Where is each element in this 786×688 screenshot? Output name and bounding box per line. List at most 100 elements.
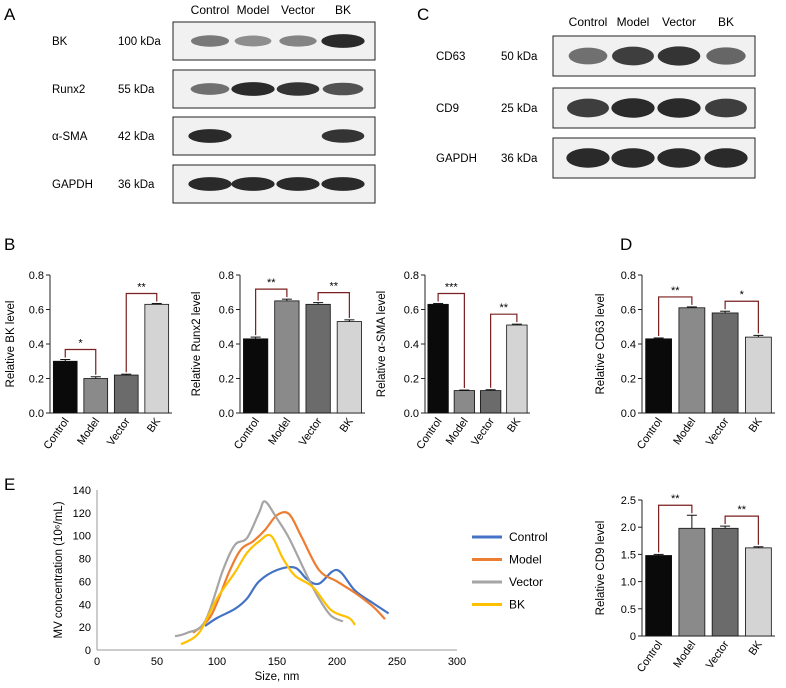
- blot-band: [276, 82, 320, 96]
- bar: [745, 336, 772, 414]
- lane-label: BK: [335, 3, 351, 17]
- blot-band: [322, 82, 364, 96]
- y-tick-label: 0.2: [621, 374, 636, 386]
- y-tick-label: 0.2: [29, 374, 44, 386]
- significance-label: *: [78, 338, 83, 350]
- bar: [506, 324, 528, 414]
- bar: [711, 312, 739, 414]
- lane-label: Control: [191, 3, 230, 17]
- significance-label: **: [499, 302, 508, 314]
- series-line-control: [204, 566, 390, 627]
- bar: [678, 527, 706, 637]
- y-tick-label: 0.8: [621, 270, 636, 282]
- blot-band: [279, 35, 317, 47]
- x-tick-label: 50: [151, 656, 163, 668]
- kda-label: 50 kDa: [501, 51, 538, 63]
- y-tick-label: 0: [630, 631, 636, 643]
- x-tick-label: Model: [671, 416, 698, 447]
- x-tick-label: Model: [75, 416, 102, 447]
- kda-label: 55 kDa: [118, 84, 155, 96]
- series-line-bk: [180, 533, 356, 646]
- blot-band: [190, 83, 230, 95]
- y-axis-label: Relative CD63 level: [595, 294, 607, 395]
- y-axis-label: Relative CD9 level: [595, 521, 607, 616]
- significance-bracket: [437, 292, 465, 389]
- significance-label: **: [137, 281, 146, 293]
- y-tick-label: 2.5: [621, 495, 636, 507]
- y-axis-label: Relative α-SMA level: [376, 291, 388, 397]
- significance-label: **: [329, 281, 338, 293]
- kda-label: 42 kDa: [118, 131, 155, 143]
- x-tick-label: Model: [444, 416, 471, 447]
- y-tick-label: 0.6: [219, 305, 234, 317]
- blot-band: [231, 177, 275, 191]
- y-tick-label: 20: [79, 622, 91, 634]
- significance-label: *: [740, 289, 745, 301]
- bar: [274, 300, 300, 414]
- x-tick-label: 300: [448, 656, 466, 668]
- panel-letter-a: A: [4, 5, 16, 24]
- y-tick-label: 1.5: [621, 549, 636, 561]
- panel-letter-d: D: [620, 235, 632, 254]
- blot-band: [611, 148, 655, 168]
- x-tick-label: 150: [268, 656, 286, 668]
- bar: [453, 390, 476, 414]
- bar: [243, 338, 269, 414]
- legend-label: Vector: [509, 575, 543, 589]
- y-tick-label: 2.0: [621, 522, 636, 534]
- western-blot-panel-a: Control Model Vector BK BK 100 kDa Runx2 55 kDa…: [52, 3, 376, 204]
- x-tick-label: Vector: [297, 416, 325, 449]
- blot-band: [611, 46, 655, 66]
- blot-band: [321, 129, 365, 143]
- protein-label: GAPDH: [52, 179, 93, 191]
- bar: [305, 303, 331, 414]
- y-tick-label: 0.0: [219, 408, 234, 420]
- bar: [645, 338, 672, 414]
- x-tick-label: Model: [266, 416, 293, 447]
- bar: [427, 303, 449, 414]
- blot-band: [566, 98, 610, 118]
- blot-band: [611, 98, 655, 118]
- western-blot-panel-c: Control Model Vector BK CD63 50 kDa CD9 25 kDa G…: [436, 15, 756, 179]
- y-tick-label: 140: [73, 485, 91, 497]
- y-tick-label: 0.6: [621, 305, 636, 317]
- x-tick-label: BK: [747, 638, 766, 657]
- significance-bracket: [125, 292, 158, 373]
- bar: [336, 321, 362, 414]
- significance-label: **: [671, 493, 680, 505]
- protein-label: BK: [52, 36, 68, 48]
- x-tick-label: Vector: [469, 416, 497, 449]
- bar-chart-bk-level: 0.0 0.2 0.4 0.6 0.8 Relative BK level Control M…: [5, 270, 172, 452]
- y-tick-label: 0.0: [621, 408, 636, 420]
- blot-band: [231, 82, 275, 96]
- significance-bracket: [658, 296, 693, 336]
- blot-band: [657, 46, 701, 66]
- series-line-model: [192, 511, 386, 634]
- kda-label: 36 kDa: [118, 179, 155, 191]
- significance-label: **: [267, 277, 276, 289]
- bar: [645, 555, 672, 637]
- significance-bracket: [255, 288, 288, 336]
- y-axis-label: Relative Runx2 level: [191, 292, 203, 397]
- bar: [479, 390, 502, 414]
- x-tick-label: 200: [328, 656, 346, 668]
- y-axis-label: Relative BK level: [5, 301, 17, 388]
- significance-label: ***: [445, 281, 459, 293]
- bar: [113, 374, 139, 414]
- x-axis-label: Size, nm: [255, 671, 300, 683]
- lane-label: Model: [617, 15, 650, 29]
- significance-bracket: [317, 292, 350, 318]
- blot-band: [321, 177, 365, 191]
- panel-letter-e: E: [4, 475, 15, 494]
- bar-chart-cd63-level: 0.0 0.2 0.4 0.6 0.8 Relative CD63 level Contro…: [595, 270, 775, 452]
- lane-label: Control: [569, 15, 608, 29]
- lane-label: Vector: [662, 15, 696, 29]
- blot-band: [704, 98, 748, 118]
- y-tick-label: 0.6: [29, 305, 44, 317]
- y-tick-label: 0.4: [404, 339, 419, 351]
- blot-band: [657, 148, 701, 168]
- y-tick-label: 0.5: [621, 604, 636, 616]
- y-tick-label: 0.4: [219, 339, 234, 351]
- y-tick-label: 0.2: [404, 374, 419, 386]
